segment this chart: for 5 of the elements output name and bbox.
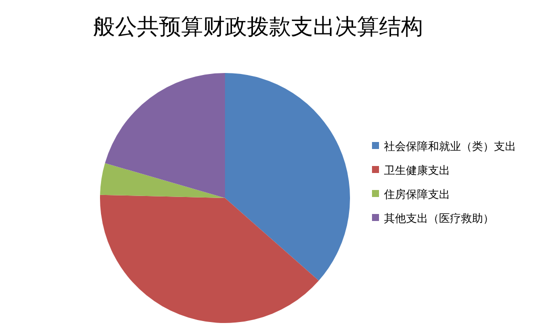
chart-title: 般公共预算财政拨款支出决算结构	[93, 15, 423, 40]
legend-label: 住房保障支出	[384, 188, 450, 201]
legend-label: 卫生健康支出	[384, 164, 450, 177]
legend-label: 其他支出（医疗救助）	[384, 212, 494, 225]
legend-label: 社会保障和就业（类）支出	[384, 140, 516, 153]
